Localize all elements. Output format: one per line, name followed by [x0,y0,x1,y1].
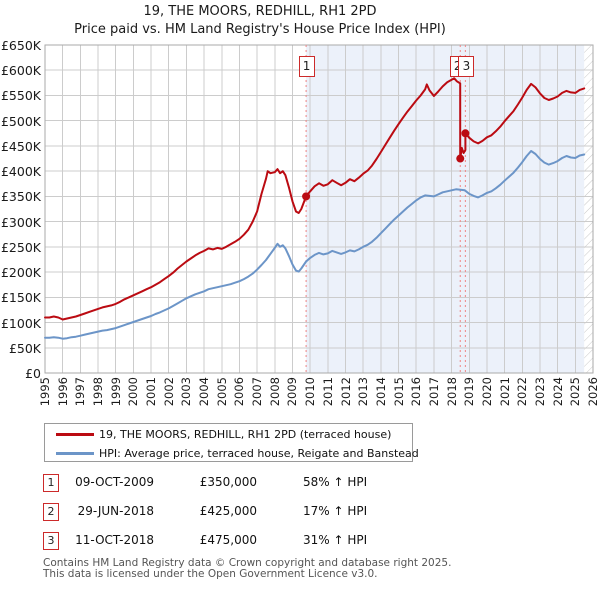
y-tick-label: £300K [0,214,41,230]
sale-date: 09-OCT-2009 [75,475,154,489]
y-tick-label: £550K [0,88,41,104]
table-row: 1 09-OCT-2009 £350,000 58% ↑ HPI [0,474,600,492]
x-tick-label: 2012 [338,377,353,407]
x-tick-label: 2010 [303,377,318,407]
price-history-plot [44,44,594,374]
sale-price: £475,000 [199,533,257,547]
x-tick-label: 2006 [232,377,247,407]
x-tick-label: 2026 [586,377,600,407]
y-tick-label: £250K [0,239,41,255]
y-tick-label: £150K [0,290,41,306]
x-tick-label: 2008 [267,377,282,407]
x-tick-label: 2011 [320,377,335,407]
x-tick-label: 1997 [73,377,88,407]
copyright-line: Contains HM Land Registry data © Crown c… [43,557,452,569]
x-tick-label: 2023 [532,377,547,407]
sale-number-badge: 1 [43,474,59,492]
legend-item-property: 19, THE MOORS, REDHILL, RH1 2PD (terrace… [45,425,412,444]
x-tick-label: 1995 [38,377,52,407]
x-tick-label: 2020 [479,377,494,407]
hpi-line-swatch [56,452,94,455]
x-tick-label: 2025 [568,377,583,407]
licence-line: This data is licensed under the Open Gov… [43,568,378,580]
chart-legend: 19, THE MOORS, REDHILL, RH1 2PD (terrace… [44,423,419,463]
y-tick-label: £650K [0,38,41,53]
sale-number-badge: 3 [43,532,59,550]
y-tick-label: £100K [0,315,41,331]
x-tick-label: 2003 [179,377,194,407]
x-tick-label: 2015 [391,377,406,407]
y-tick-label: £400K [0,164,41,180]
x-tick-label: 1999 [108,377,123,407]
y-tick-label: £500K [0,113,41,129]
x-tick-label: 2007 [250,377,265,407]
sale-date: 29-JUN-2018 [77,504,154,518]
page-title: 19, THE MOORS, REDHILL, RH1 2PD [143,4,377,19]
sale-vs-hpi: 17% ↑ HPI [303,504,368,518]
x-tick-label: 2001 [144,377,159,407]
y-tick-label: £450K [0,138,41,154]
y-tick-label: £600K [0,63,41,79]
table-row: 3 11-OCT-2018 £475,000 31% ↑ HPI [0,532,600,550]
sale-annotation-box-3: 3 [458,56,475,77]
y-tick-label: £200K [0,265,41,281]
legend-label-hpi: HPI: Average price, terraced house, Reig… [99,447,419,460]
x-tick-label: 2016 [409,377,424,407]
x-tick-label: 2021 [497,377,512,407]
x-tick-label: 2013 [356,377,371,407]
x-tick-label: 2009 [285,377,300,407]
x-tick-label: 2000 [126,377,141,407]
sale-price: £425,000 [199,504,257,518]
x-tick-label: 2019 [462,377,477,407]
y-tick-label: £0 [25,366,41,381]
sale-annotation-box-1: 1 [298,56,315,77]
x-tick-label: 2022 [515,377,530,407]
x-tick-label: 1996 [55,377,70,407]
legend-label-property: 19, THE MOORS, REDHILL, RH1 2PD (terrace… [99,428,392,441]
sale-price: £350,000 [199,475,257,489]
page-subtitle: Price paid vs. HM Land Registry's House … [74,22,446,37]
x-tick-label: 2005 [214,377,229,407]
x-tick-label: 2002 [161,377,176,407]
property-line-swatch [56,433,94,436]
x-tick-label: 2024 [550,377,565,407]
legend-item-hpi: HPI: Average price, terraced house, Reig… [45,444,419,463]
x-tick-label: 2018 [444,377,459,407]
y-tick-label: £350K [0,189,41,205]
x-tick-label: 2004 [197,377,212,407]
y-tick-label: £50K [8,340,41,356]
sale-vs-hpi: 31% ↑ HPI [303,533,368,547]
table-row: 2 29-JUN-2018 £425,000 17% ↑ HPI [0,503,600,521]
sale-vs-hpi: 58% ↑ HPI [303,475,368,489]
x-tick-label: 1998 [91,377,106,407]
x-tick-label: 2014 [373,377,388,407]
sale-date: 11-OCT-2018 [75,533,154,547]
sale-number-badge: 2 [43,503,59,521]
x-tick-label: 2017 [426,377,441,407]
